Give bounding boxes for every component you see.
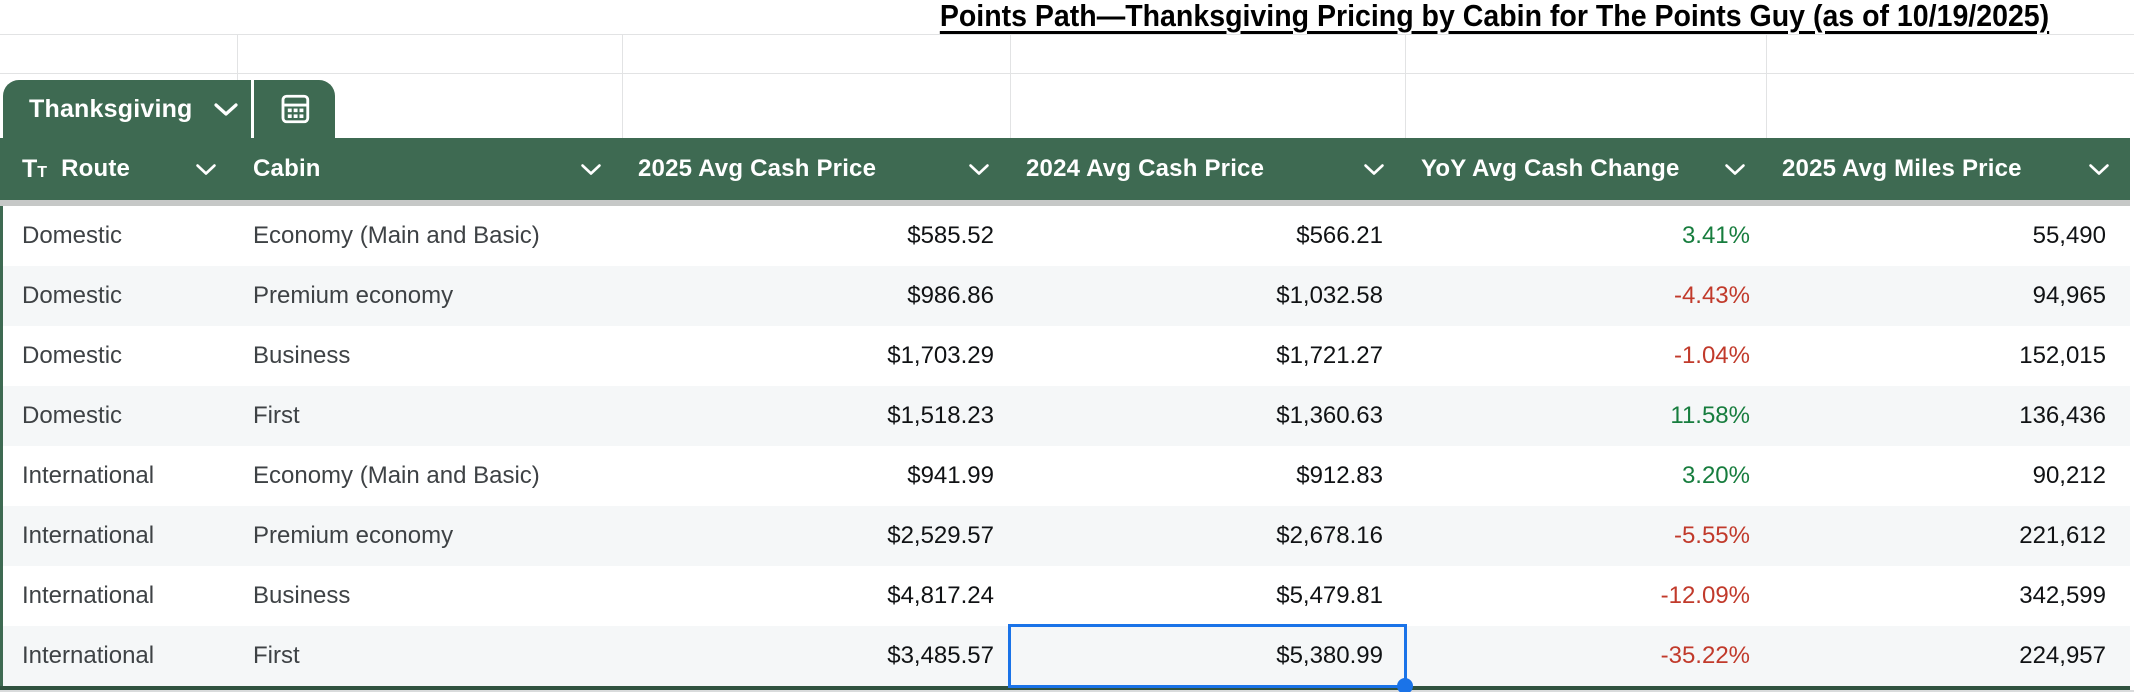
cell-2025-cash[interactable]: $1,703.29 [887, 342, 994, 369]
gridline [0, 34, 2134, 35]
cell-2025-miles[interactable]: 94,965 [2032, 282, 2106, 309]
frozen-header-shadow [0, 200, 2130, 206]
chevron-down-icon[interactable] [968, 163, 990, 176]
cell-route[interactable]: International [22, 522, 155, 549]
column-header-yoy-change[interactable]: YoY Avg Cash Change [1405, 138, 1766, 200]
cell-cabin[interactable]: Business [253, 582, 351, 609]
cell-route[interactable]: International [22, 642, 155, 669]
column-label: Route [61, 155, 131, 182]
cell-2025-miles[interactable]: 342,599 [2019, 582, 2106, 609]
fill-handle[interactable] [1397, 678, 1413, 692]
canvas-below-table [0, 690, 2134, 692]
cell-2025-miles[interactable]: 55,490 [2032, 222, 2106, 249]
table-view-button[interactable] [254, 80, 335, 138]
chevron-down-icon[interactable] [2088, 163, 2110, 176]
chevron-down-icon[interactable] [1724, 163, 1746, 176]
cell-route[interactable]: Domestic [22, 282, 123, 309]
column-label: YoY Avg Cash Change [1421, 155, 1680, 182]
cell-2025-cash[interactable]: $2,529.57 [887, 522, 994, 549]
table-row: Domestic Premium economy $986.86 $1,032.… [0, 266, 2130, 326]
cell-yoy-change[interactable]: 3.41% [1681, 222, 1750, 249]
cell-2025-cash[interactable]: $3,485.57 [887, 642, 994, 669]
cell-2025-miles[interactable]: 136,436 [2019, 402, 2106, 429]
table-view-grid-icon [281, 94, 309, 124]
cell-2025-cash[interactable]: $4,817.24 [887, 582, 994, 609]
table-row: Domestic Business $1,703.29 $1,721.27 -1… [0, 326, 2130, 386]
page-title: Points Path—Thanksgiving Pricing by Cabi… [939, 0, 2050, 33]
cell-yoy-change[interactable]: -12.09% [1660, 582, 1750, 609]
cell-yoy-change[interactable]: -4.43% [1673, 282, 1750, 309]
table-body: Domestic Economy (Main and Basic) $585.5… [0, 206, 2130, 686]
cell-cabin[interactable]: First [253, 642, 300, 669]
cell-2025-cash[interactable]: $585.52 [907, 222, 994, 249]
table-row: Domestic Economy (Main and Basic) $585.5… [0, 206, 2130, 266]
gridline [1010, 34, 1011, 138]
column-header-2024-cash[interactable]: 2024 Avg Cash Price [1010, 138, 1405, 200]
gridline [0, 73, 2134, 74]
cell-cabin[interactable]: Economy (Main and Basic) [253, 222, 540, 249]
cell-2024-cash[interactable]: $5,380.99 [1276, 642, 1383, 669]
cell-route[interactable]: International [22, 582, 155, 609]
cell-yoy-change[interactable]: -5.55% [1673, 522, 1750, 549]
cell-2024-cash[interactable]: $912.83 [1296, 462, 1383, 489]
cell-2025-miles[interactable]: 90,212 [2032, 462, 2106, 489]
cell-route[interactable]: Domestic [22, 222, 123, 249]
cell-cabin[interactable]: Premium economy [253, 522, 454, 549]
cell-2025-cash[interactable]: $986.86 [907, 282, 994, 309]
table-row: International First $3,485.57 $5,380.99 … [0, 626, 2130, 686]
table-bottom-border [0, 686, 2130, 690]
cell-2025-cash[interactable]: $1,518.23 [887, 402, 994, 429]
cell-2025-miles[interactable]: 224,957 [2019, 642, 2106, 669]
column-label: 2025 Avg Miles Price [1782, 155, 2022, 182]
table-row: Domestic First $1,518.23 $1,360.63 11.58… [0, 386, 2130, 446]
cell-2024-cash[interactable]: $1,032.58 [1276, 282, 1383, 309]
cell-cabin[interactable]: Business [253, 342, 351, 369]
cell-2025-cash[interactable]: $941.99 [907, 462, 994, 489]
column-label: 2025 Avg Cash Price [638, 155, 877, 182]
cell-2025-miles[interactable]: 221,612 [2019, 522, 2106, 549]
table-row: International Business $4,817.24 $5,479.… [0, 566, 2130, 626]
cell-2024-cash[interactable]: $1,721.27 [1276, 342, 1383, 369]
cell-2024-cash[interactable]: $1,360.63 [1276, 402, 1383, 429]
cell-cabin[interactable]: First [253, 402, 300, 429]
cell-route[interactable]: Domestic [22, 342, 123, 369]
cell-2024-cash[interactable]: $5,479.81 [1276, 582, 1383, 609]
table-name-dropdown[interactable]: Thanksgiving [3, 80, 251, 138]
gridline [1405, 34, 1406, 138]
column-header-2025-cash[interactable]: 2025 Avg Cash Price [622, 138, 1010, 200]
cell-cabin[interactable]: Premium economy [253, 282, 454, 309]
column-header-2025-miles[interactable]: 2025 Avg Miles Price [1766, 138, 2130, 200]
table-row: International Economy (Main and Basic) $… [0, 446, 2130, 506]
chevron-down-icon[interactable] [580, 163, 602, 176]
chevron-down-icon [213, 102, 238, 116]
cell-route[interactable]: Domestic [22, 402, 123, 429]
gridline [1766, 34, 1767, 138]
table-left-border [0, 206, 3, 690]
column-label: 2024 Avg Cash Price [1026, 155, 1265, 182]
cell-route[interactable]: International [22, 462, 155, 489]
cell-yoy-change[interactable]: -1.04% [1673, 342, 1750, 369]
cell-2025-miles[interactable]: 152,015 [2019, 342, 2106, 369]
chevron-down-icon[interactable] [1363, 163, 1385, 176]
chevron-down-icon[interactable] [195, 163, 217, 176]
column-header-cabin[interactable]: Cabin [237, 138, 622, 200]
gridline [237, 34, 238, 80]
table-tab-label: Thanksgiving [29, 94, 193, 123]
cell-2024-cash[interactable]: $2,678.16 [1276, 522, 1383, 549]
cell-2024-cash[interactable]: $566.21 [1296, 222, 1383, 249]
cell-yoy-change[interactable]: -35.22% [1660, 642, 1750, 669]
table-tab: Thanksgiving [3, 80, 335, 138]
gridline [622, 34, 623, 138]
cell-yoy-change[interactable]: 11.58% [1670, 402, 1750, 429]
table-row: International Premium economy $2,529.57 … [0, 506, 2130, 566]
cell-cabin[interactable]: Economy (Main and Basic) [253, 462, 540, 489]
cell-yoy-change[interactable]: 3.20% [1681, 462, 1750, 489]
column-label: Cabin [253, 155, 321, 182]
